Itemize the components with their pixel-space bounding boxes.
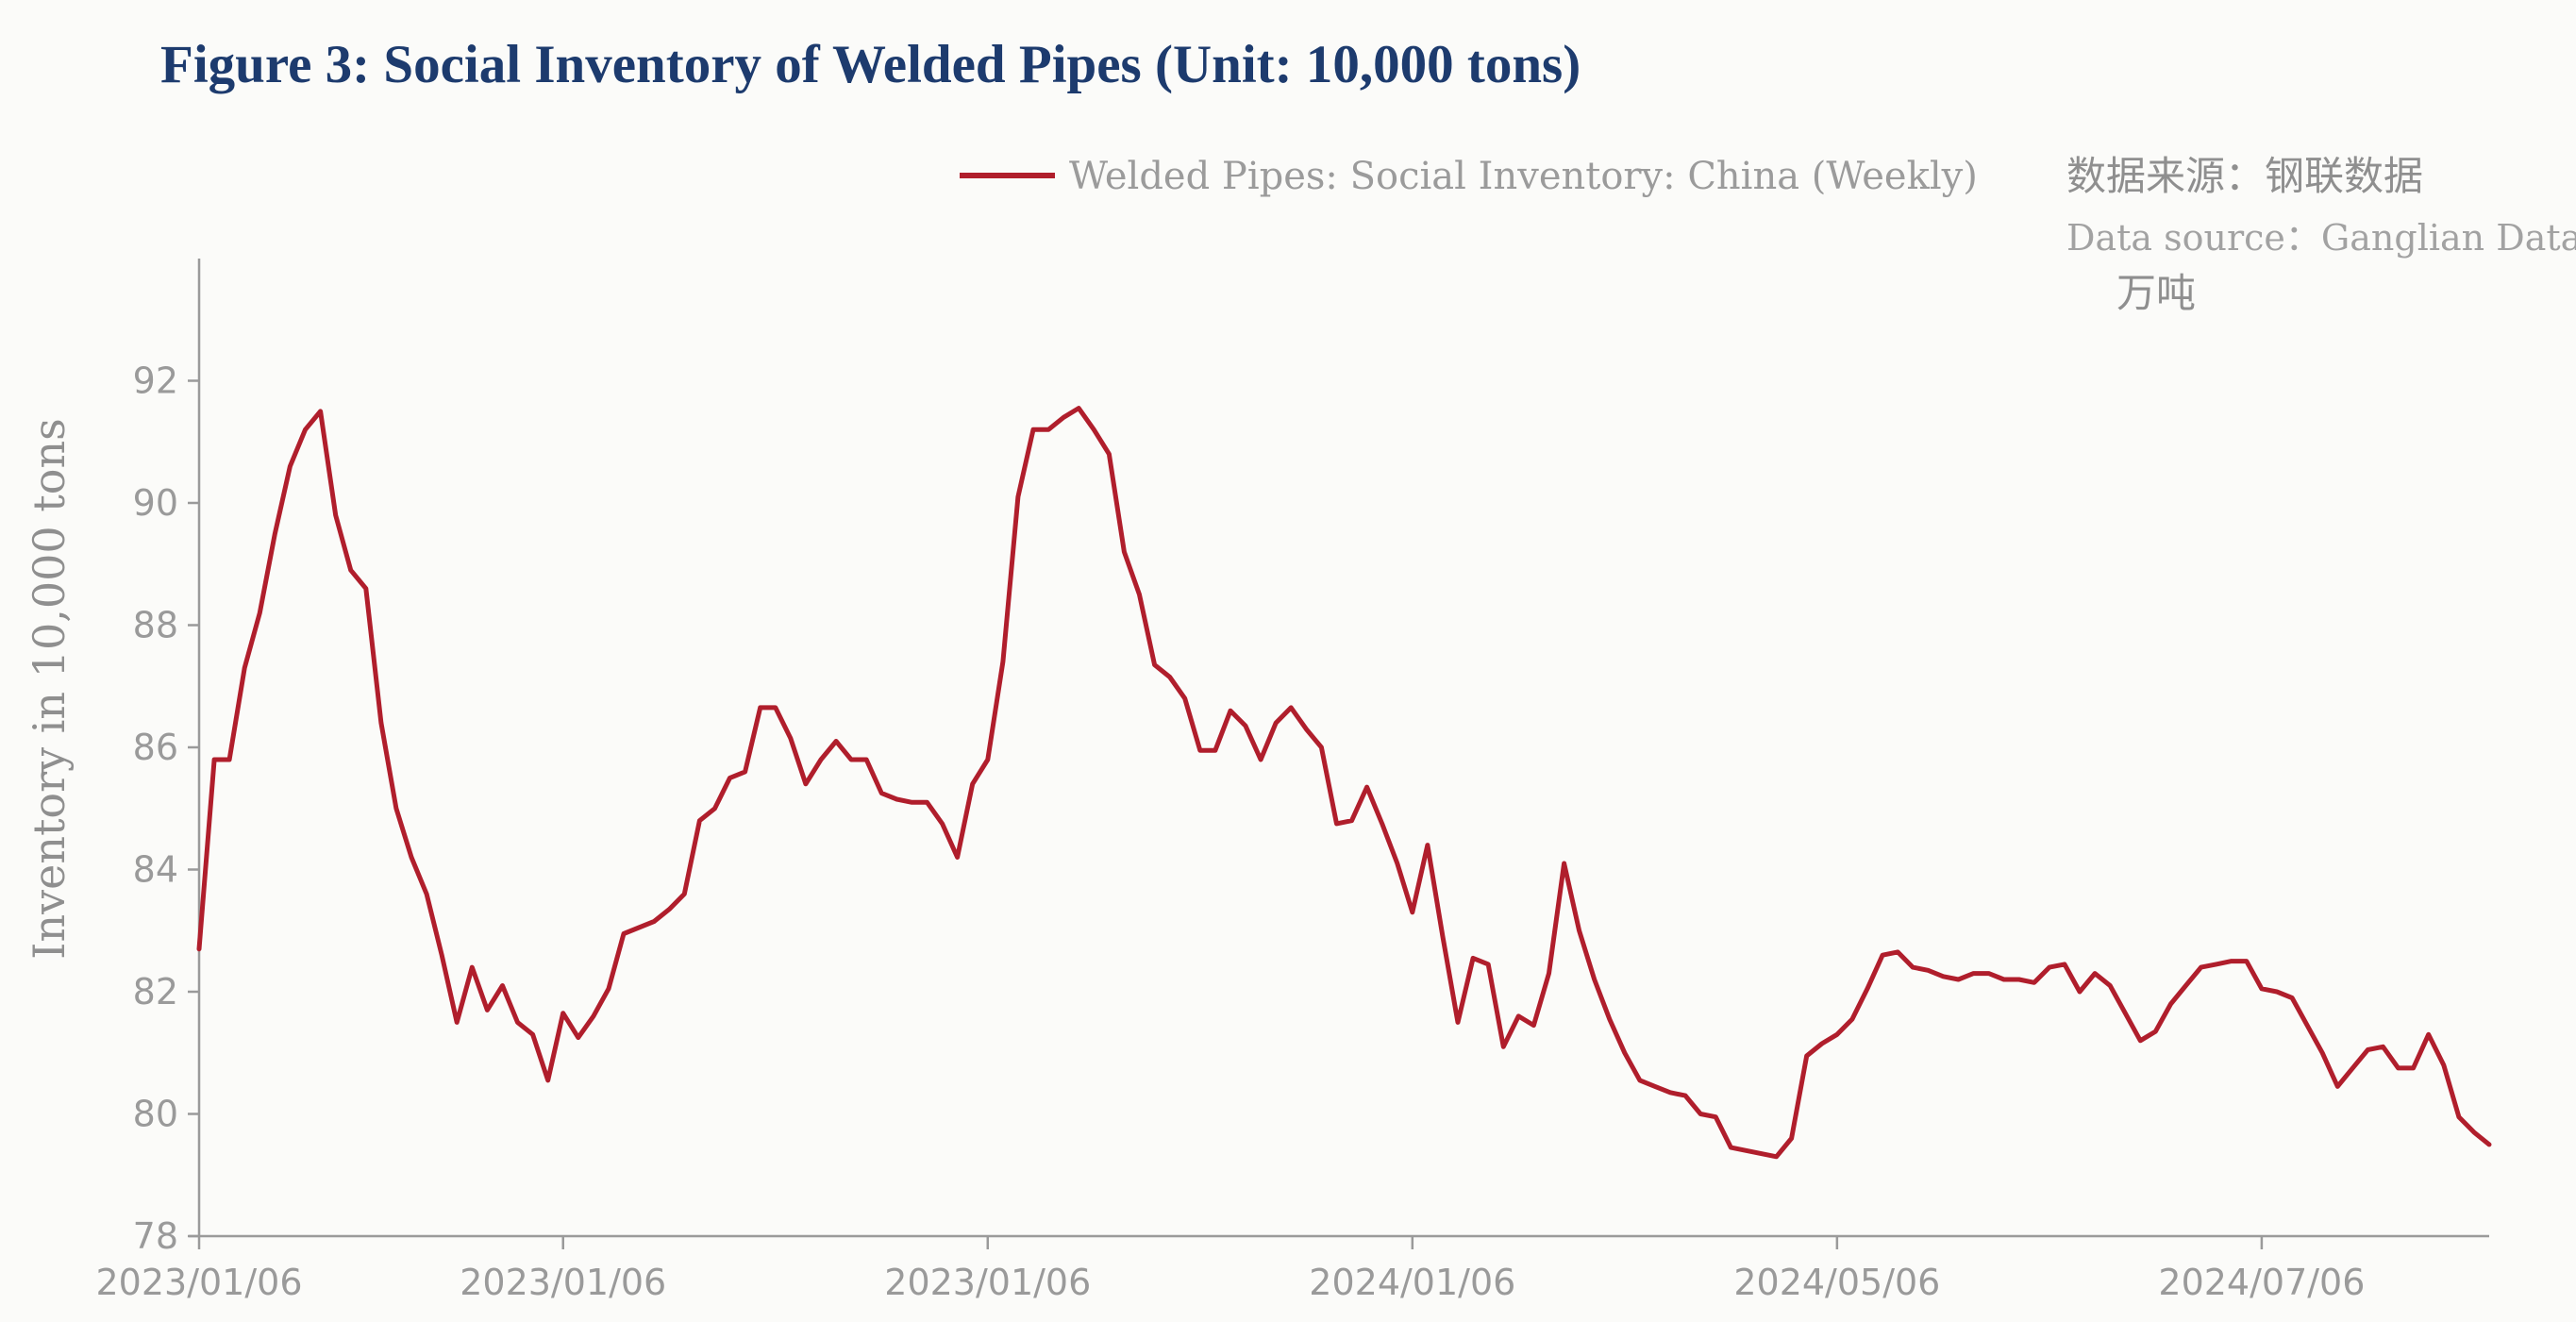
x-tick-label: 2023/01/06	[460, 1262, 666, 1303]
data-source-en: Data source：Ganglian Data	[2066, 217, 2576, 259]
legend-label: Welded Pipes: Social Inventory: China (W…	[1069, 155, 1978, 198]
x-tick-label: 2023/01/06	[95, 1262, 302, 1303]
unit-label-cn: 万吨	[2116, 270, 2196, 316]
y-tick-label: 78	[133, 1215, 178, 1257]
y-axis-title: Inventory in 10,000 tons	[24, 418, 75, 959]
y-tick-label: 86	[133, 727, 178, 768]
x-tick-label: 2024/05/06	[1733, 1262, 1940, 1303]
y-tick-label: 92	[133, 360, 178, 402]
chart-title: Figure 3: Social Inventory of Welded Pip…	[160, 35, 1581, 94]
x-tick-label: 2024/07/06	[2158, 1262, 2365, 1303]
legend: Welded Pipes: Social Inventory: China (W…	[960, 155, 1978, 198]
y-tick-label: 88	[133, 605, 178, 646]
data-source-cn: 数据来源：钢联数据	[2066, 153, 2423, 199]
y-tick-label: 82	[133, 971, 178, 1012]
x-tick-label: 2023/01/06	[884, 1262, 1091, 1303]
x-axis-ticks: 2023/01/06 2023/01/06 2023/01/06 2024/01/06…	[95, 1236, 2365, 1303]
series-line-welded-pipes	[196, 406, 2492, 1160]
y-tick-label: 80	[133, 1094, 178, 1135]
series-group	[196, 406, 2492, 1160]
y-tick-label: 90	[133, 482, 178, 524]
x-tick-label: 2024/01/06	[1309, 1262, 1515, 1303]
y-tick-label: 84	[133, 849, 178, 891]
y-axis-ticks: 78 80 82 84 86 88 90 92	[133, 360, 199, 1257]
